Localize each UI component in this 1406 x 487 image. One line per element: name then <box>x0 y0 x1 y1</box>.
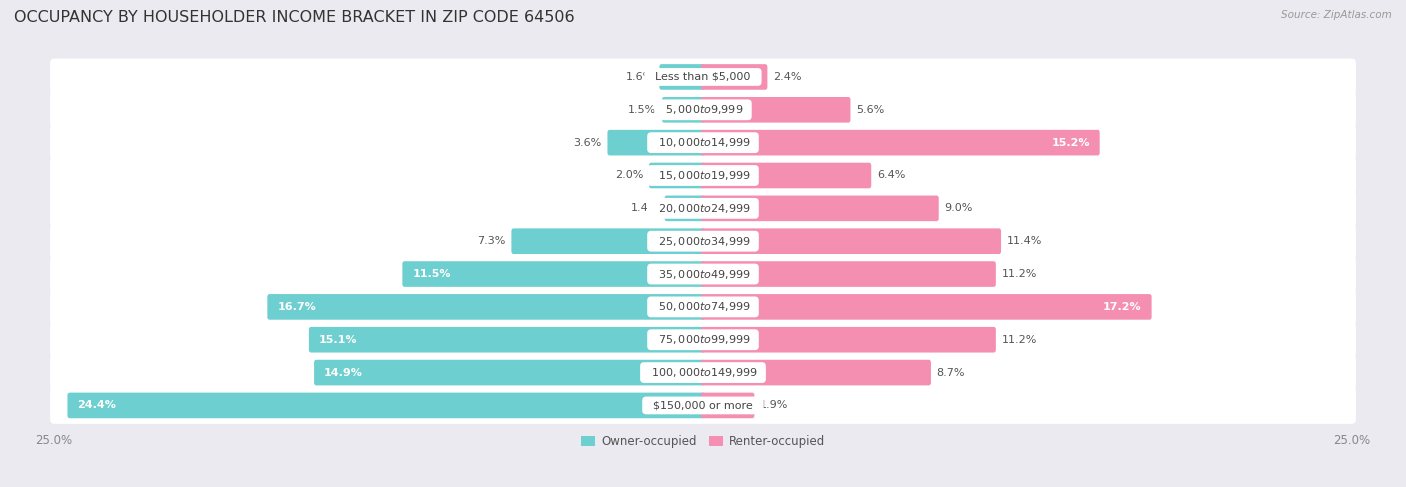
Text: 11.2%: 11.2% <box>1001 335 1038 345</box>
FancyBboxPatch shape <box>51 58 1355 95</box>
Text: 3.6%: 3.6% <box>574 138 602 148</box>
Text: 1.9%: 1.9% <box>761 400 789 411</box>
Text: $50,000 to $74,999: $50,000 to $74,999 <box>651 300 755 314</box>
FancyBboxPatch shape <box>267 294 704 319</box>
FancyBboxPatch shape <box>702 261 995 287</box>
Text: 14.9%: 14.9% <box>323 368 363 377</box>
Text: 5.6%: 5.6% <box>856 105 884 115</box>
Text: $20,000 to $24,999: $20,000 to $24,999 <box>651 202 755 215</box>
Text: $5,000 to $9,999: $5,000 to $9,999 <box>658 103 748 116</box>
Text: OCCUPANCY BY HOUSEHOLDER INCOME BRACKET IN ZIP CODE 64506: OCCUPANCY BY HOUSEHOLDER INCOME BRACKET … <box>14 10 575 25</box>
Text: 9.0%: 9.0% <box>945 204 973 213</box>
FancyBboxPatch shape <box>51 354 1355 391</box>
FancyBboxPatch shape <box>51 157 1355 194</box>
FancyBboxPatch shape <box>702 327 995 353</box>
FancyBboxPatch shape <box>659 64 704 90</box>
Text: $100,000 to $149,999: $100,000 to $149,999 <box>644 366 762 379</box>
Text: 24.4%: 24.4% <box>77 400 117 411</box>
Text: $10,000 to $14,999: $10,000 to $14,999 <box>651 136 755 149</box>
Text: Less than $5,000: Less than $5,000 <box>648 72 758 82</box>
FancyBboxPatch shape <box>702 64 768 90</box>
Text: 2.0%: 2.0% <box>614 170 644 181</box>
Text: 17.2%: 17.2% <box>1104 302 1142 312</box>
FancyBboxPatch shape <box>314 360 704 385</box>
FancyBboxPatch shape <box>309 327 704 353</box>
FancyBboxPatch shape <box>51 190 1355 227</box>
Text: 8.7%: 8.7% <box>936 368 965 377</box>
FancyBboxPatch shape <box>51 288 1355 325</box>
Text: $75,000 to $99,999: $75,000 to $99,999 <box>651 333 755 346</box>
Text: $35,000 to $49,999: $35,000 to $49,999 <box>651 267 755 281</box>
FancyBboxPatch shape <box>51 256 1355 292</box>
FancyBboxPatch shape <box>702 97 851 123</box>
Text: 11.4%: 11.4% <box>1007 236 1042 246</box>
Text: 15.1%: 15.1% <box>319 335 357 345</box>
FancyBboxPatch shape <box>665 196 704 221</box>
Text: 2.4%: 2.4% <box>773 72 801 82</box>
FancyBboxPatch shape <box>702 294 1152 319</box>
FancyBboxPatch shape <box>702 196 939 221</box>
FancyBboxPatch shape <box>512 228 704 254</box>
FancyBboxPatch shape <box>702 130 1099 155</box>
FancyBboxPatch shape <box>51 92 1355 128</box>
Text: 11.2%: 11.2% <box>1001 269 1038 279</box>
FancyBboxPatch shape <box>51 321 1355 358</box>
FancyBboxPatch shape <box>51 387 1355 424</box>
FancyBboxPatch shape <box>702 360 931 385</box>
FancyBboxPatch shape <box>402 261 704 287</box>
Text: 1.5%: 1.5% <box>628 105 657 115</box>
Text: 6.4%: 6.4% <box>877 170 905 181</box>
Text: Source: ZipAtlas.com: Source: ZipAtlas.com <box>1281 10 1392 20</box>
Text: $150,000 or more: $150,000 or more <box>647 400 759 411</box>
Text: $25,000 to $34,999: $25,000 to $34,999 <box>651 235 755 248</box>
Text: 1.4%: 1.4% <box>630 204 659 213</box>
FancyBboxPatch shape <box>702 163 872 188</box>
FancyBboxPatch shape <box>702 393 755 418</box>
Text: 15.2%: 15.2% <box>1052 138 1090 148</box>
FancyBboxPatch shape <box>67 393 704 418</box>
Text: $15,000 to $19,999: $15,000 to $19,999 <box>651 169 755 182</box>
Text: 16.7%: 16.7% <box>277 302 316 312</box>
FancyBboxPatch shape <box>51 223 1355 260</box>
Text: 7.3%: 7.3% <box>477 236 506 246</box>
Text: 1.6%: 1.6% <box>626 72 654 82</box>
FancyBboxPatch shape <box>607 130 704 155</box>
Text: 11.5%: 11.5% <box>412 269 451 279</box>
FancyBboxPatch shape <box>51 124 1355 161</box>
FancyBboxPatch shape <box>702 228 1001 254</box>
FancyBboxPatch shape <box>662 97 704 123</box>
FancyBboxPatch shape <box>650 163 704 188</box>
Legend: Owner-occupied, Renter-occupied: Owner-occupied, Renter-occupied <box>576 430 830 452</box>
